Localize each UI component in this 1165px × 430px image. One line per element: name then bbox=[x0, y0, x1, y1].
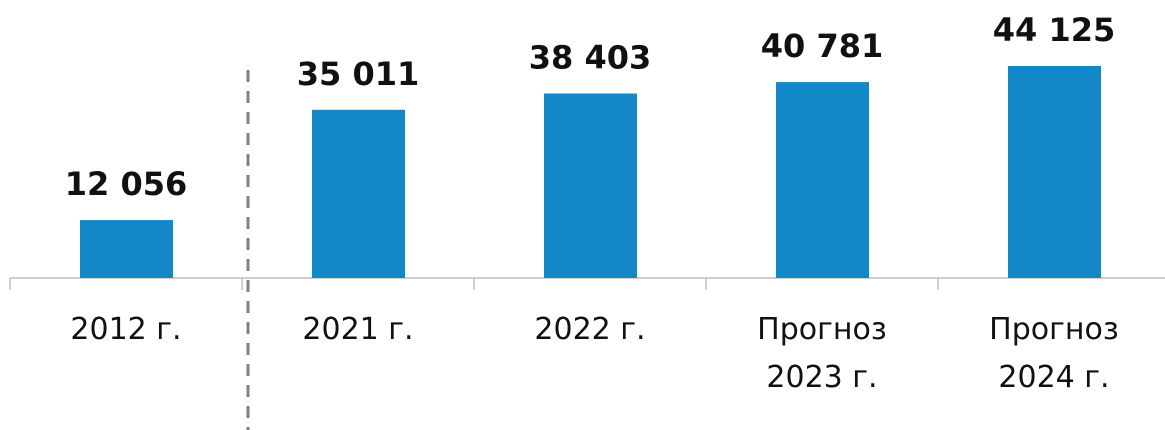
value-label: 35 011 bbox=[297, 55, 419, 93]
value-label: 44 125 bbox=[993, 11, 1115, 49]
x-tick-label: Прогноз 2023 г. bbox=[757, 312, 887, 395]
x-tick-label: 2022 г. bbox=[534, 312, 645, 347]
bar bbox=[312, 109, 405, 278]
x-tick-label: Прогноз 2024 г. bbox=[989, 312, 1119, 395]
bar bbox=[1008, 66, 1101, 278]
x-tick-label: 2012 г. bbox=[70, 312, 181, 347]
bar bbox=[80, 220, 173, 278]
bar bbox=[776, 82, 869, 278]
label-line: 2012 г. bbox=[70, 312, 181, 347]
label-line: 2024 г. bbox=[998, 360, 1109, 395]
label-line: 2021 г. bbox=[302, 312, 413, 347]
label-line: Прогноз bbox=[757, 312, 887, 347]
value-label: 38 403 bbox=[529, 38, 651, 76]
label-line: 2022 г. bbox=[534, 312, 645, 347]
x-tick-label: 2021 г. bbox=[302, 312, 413, 347]
value-label: 12 056 bbox=[65, 165, 187, 203]
value-label: 40 781 bbox=[761, 27, 883, 65]
label-line: 2023 г. bbox=[766, 360, 877, 395]
bar bbox=[544, 93, 637, 278]
label-line: Прогноз bbox=[989, 312, 1119, 347]
